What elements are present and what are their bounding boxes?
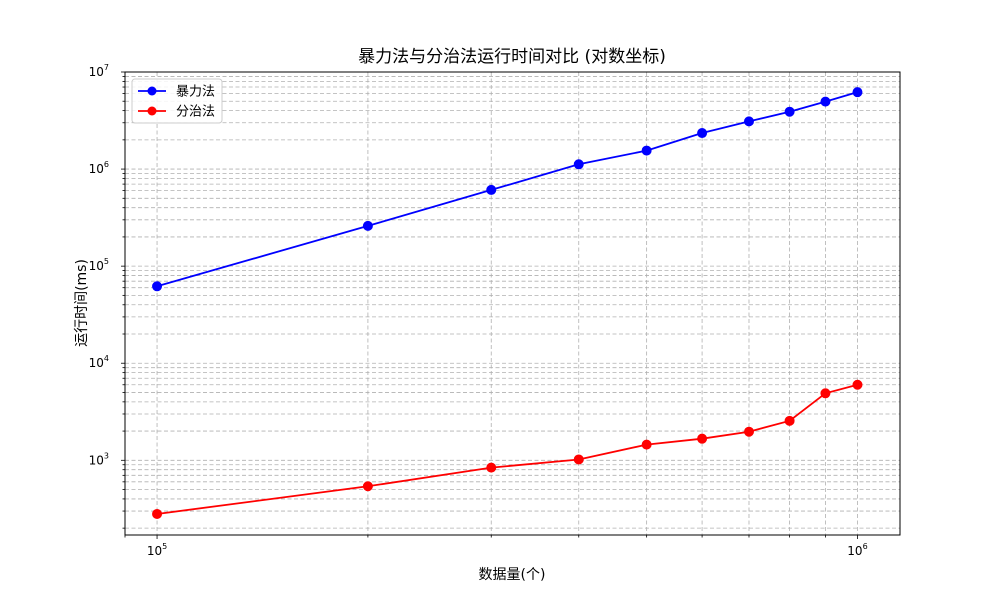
- data-point-1: [852, 87, 863, 98]
- legend-marker-2: [147, 106, 157, 116]
- y-tick-label: 107: [89, 63, 109, 79]
- data-point-2: [852, 379, 863, 390]
- data-point-1: [784, 106, 795, 117]
- series-layer: [152, 87, 863, 519]
- legend-label-1: 暴力法: [176, 85, 215, 100]
- data-point-2: [152, 508, 163, 519]
- data-point-2: [784, 415, 795, 426]
- data-point-2: [486, 462, 497, 473]
- y-axis: 103 104 105 106 107: [89, 63, 125, 529]
- x-axis: 105 106: [124, 535, 868, 558]
- data-point-1: [486, 184, 497, 195]
- y-tick-label: 106: [89, 160, 109, 176]
- legend-label-2: 分治法: [176, 105, 215, 120]
- data-point-2: [743, 426, 754, 437]
- plot-frame: [124, 71, 901, 536]
- series-line-1: [156, 91, 858, 288]
- x-tick-label: 106: [847, 542, 867, 558]
- chart-title: 暴力法与分治法运行时间对比 (对数坐标): [358, 47, 666, 67]
- x-axis-label: 数据量(个): [479, 567, 546, 583]
- series-line-2: [156, 383, 858, 515]
- x-tick-label: 105: [147, 542, 167, 558]
- data-point-2: [820, 388, 831, 399]
- legend-marker-1: [147, 86, 157, 96]
- data-point-1: [573, 159, 584, 170]
- y-tick-label: 103: [89, 451, 109, 467]
- y-axis-label: 运行时间(ms): [74, 259, 90, 347]
- data-point-1: [641, 145, 652, 156]
- y-tick-label: 104: [89, 354, 109, 370]
- data-point-1: [820, 96, 831, 107]
- data-point-2: [362, 481, 373, 492]
- data-point-2: [641, 439, 652, 450]
- data-point-2: [697, 433, 708, 444]
- data-point-1: [152, 281, 163, 292]
- data-point-1: [697, 128, 708, 139]
- y-tick-label: 105: [89, 257, 109, 273]
- data-point-1: [362, 220, 373, 231]
- data-point-2: [573, 454, 584, 465]
- data-point-1: [743, 116, 754, 127]
